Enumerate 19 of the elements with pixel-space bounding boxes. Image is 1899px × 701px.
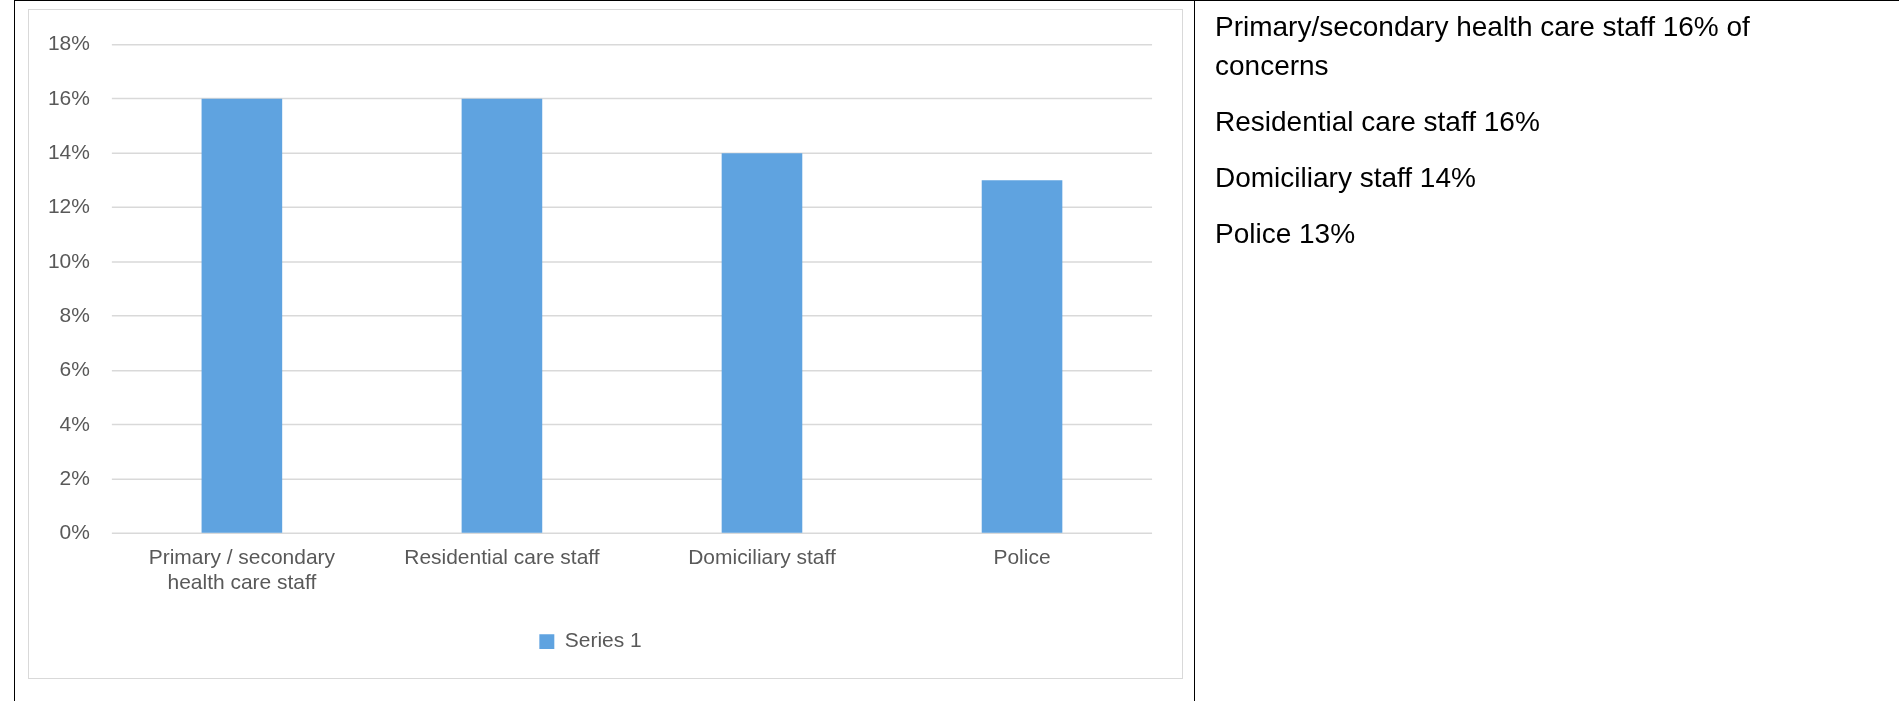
text: Domiciliary staff 14%	[1215, 161, 1477, 195]
x-tick-label: Police	[993, 544, 1051, 568]
y-tick-label: 2%	[59, 465, 90, 489]
x-tick-label: Primary / secondary health care staff	[148, 544, 336, 593]
y-tick-label: 0%	[59, 520, 90, 544]
y-tick-label: 8%	[59, 302, 90, 326]
y-tick-label: 10%	[47, 248, 90, 272]
y-tick-label: 14%	[47, 139, 90, 163]
x-tick-label: Domiciliary staff	[688, 544, 836, 568]
legend-label: Series 1	[564, 628, 642, 652]
y-tick-label: 16%	[47, 85, 90, 109]
text: Police 13%	[1215, 217, 1357, 251]
text: Primary/secondary health care staff 16% of concerns	[1215, 10, 1751, 83]
y-tick-label: 12%	[47, 194, 90, 218]
y-tick-label: 4%	[59, 411, 90, 435]
x-tick-label: Residential care staff	[404, 544, 600, 568]
text: Residential care staff 16%	[1215, 105, 1541, 139]
y-tick-label: 18%	[47, 31, 90, 55]
y-tick-label: 6%	[59, 357, 90, 381]
